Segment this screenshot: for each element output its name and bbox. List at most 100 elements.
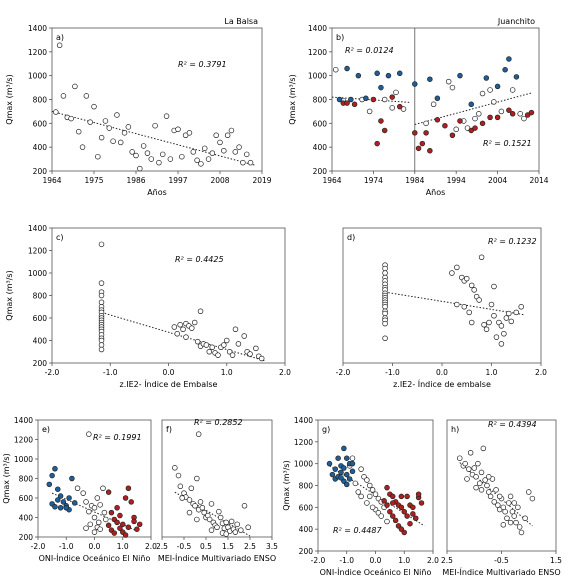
x-tick-label-a: 1986: [126, 176, 145, 185]
data-point-b-s2: [427, 147, 433, 154]
data-point-a-s0: [201, 145, 208, 152]
data-point-h-s0: [516, 524, 523, 530]
data-point-h-s0: [511, 513, 517, 519]
data-point-g-s1: [338, 475, 344, 481]
data-point-b-s2: [370, 96, 377, 103]
panel-label-f: f): [166, 425, 172, 434]
data-point-h-s0: [486, 474, 492, 480]
data-point-h-s0: [482, 477, 488, 483]
panel-title-a: La Balsa: [224, 17, 258, 26]
data-point-a-s0: [217, 139, 223, 146]
data-point-b-s2: [509, 111, 516, 117]
x-tick-label-b: 2014: [529, 176, 548, 185]
data-point-e-s0: [95, 519, 102, 526]
data-point-a-s0: [125, 124, 132, 130]
data-point-b-s2: [412, 130, 418, 136]
data-point-a-s0: [159, 151, 166, 158]
data-point-d-s0: [513, 309, 519, 316]
data-point-h-s0: [476, 480, 483, 487]
data-point-d-s0: [449, 270, 455, 276]
data-point-d-s0: [382, 265, 388, 272]
data-point-c-s0: [98, 292, 105, 299]
data-point-c-s0: [224, 337, 230, 344]
data-point-a-s0: [148, 156, 155, 162]
data-point-g-s2: [398, 504, 405, 511]
data-point-f-s0: [214, 524, 220, 530]
data-point-e-s2: [114, 505, 120, 511]
panel-label-g: g): [322, 425, 330, 434]
y-axis-label-c: Qmax (m³/s): [5, 270, 14, 320]
data-point-f-s0: [238, 527, 244, 533]
data-point-d-s0: [476, 297, 482, 303]
data-point-g-s2: [392, 517, 399, 524]
x-tick-label-d: 2.0: [535, 368, 547, 377]
data-point-b-s0: [366, 108, 373, 115]
data-point-a-s0: [56, 42, 63, 49]
data-point-e-s1: [66, 495, 72, 501]
data-point-a-s0: [140, 143, 147, 149]
data-point-e-s0: [97, 502, 103, 508]
x-tick-label-a: 2008: [210, 176, 229, 185]
x-tick-label-b: 1984: [405, 176, 424, 185]
y-tick-label-e: 600: [19, 494, 34, 503]
data-point-c-s0: [98, 342, 105, 348]
x-axis-label-c: z.IE2- Índice de Embalse: [120, 378, 218, 389]
x-axis-label-g: ONI-Índice Oceánico El Niño: [320, 566, 432, 577]
data-point-a-s0: [156, 159, 162, 166]
data-point-d-s0: [454, 264, 460, 271]
y-tick-label-b: 1000: [308, 72, 327, 81]
data-point-e-s2: [111, 530, 118, 536]
x-tick-label-d: 1.0: [486, 368, 498, 377]
x-tick-label-d: -1.0: [385, 368, 400, 377]
data-point-c-s0: [209, 344, 215, 351]
y-axis-label-a: Qmax (m³/s): [5, 74, 14, 124]
trendline-b-2: [414, 92, 532, 126]
data-point-a-s0: [133, 152, 139, 159]
x-tick-label-f: 2.5: [156, 542, 168, 551]
data-point-b-s2: [457, 118, 463, 124]
x-axis-label-d: z.IE2- Índice de embalse: [393, 378, 491, 389]
data-point-d-s0: [498, 323, 505, 329]
data-point-e-s1: [60, 499, 67, 505]
data-point-g-s2: [381, 498, 387, 504]
data-point-c-s0: [206, 349, 213, 355]
data-point-e-s2: [122, 495, 129, 501]
data-point-b-s2: [442, 122, 448, 129]
data-point-h-s0: [478, 487, 485, 493]
data-point-b-s2: [506, 107, 512, 113]
y-tick-label-a: 1400: [28, 24, 47, 33]
x-tick-label-a: 2019: [252, 176, 271, 185]
data-point-c-s0: [174, 331, 180, 337]
data-point-g-s0: [384, 518, 390, 525]
data-point-g-s2: [404, 513, 410, 519]
data-point-b-s0: [479, 90, 486, 97]
x-tick-label-h: 1.5: [550, 556, 562, 565]
data-point-e-s1: [63, 505, 69, 511]
data-point-b-s0: [472, 115, 478, 122]
y-tick-label-e: 800: [19, 475, 34, 484]
data-point-e-s2: [114, 519, 120, 526]
y-tick-label-b: 1400: [308, 24, 327, 33]
data-point-e-s1: [71, 500, 78, 506]
data-point-e-s1: [52, 504, 58, 510]
data-point-a-s0: [60, 93, 67, 99]
data-point-e-s1: [57, 505, 64, 511]
y-tick-label-b: 400: [313, 143, 328, 152]
r2-label-c: R² = 0.4425: [175, 255, 224, 264]
x-tick-label-c: 0.0: [163, 368, 175, 377]
data-point-c-s0: [98, 241, 105, 248]
data-point-g-s1: [341, 465, 347, 471]
data-point-c-s0: [194, 338, 201, 345]
data-point-d-s0: [382, 304, 388, 310]
data-point-d-s0: [491, 313, 497, 319]
data-point-b-s2: [378, 118, 384, 124]
data-point-h-s0: [467, 450, 474, 456]
data-point-b-s2: [487, 114, 493, 121]
data-point-g-s1: [344, 471, 350, 478]
data-point-a-s0: [53, 109, 59, 115]
data-point-g-s1: [344, 481, 350, 488]
data-point-a-s0: [98, 134, 105, 141]
y-tick-label-c: 1000: [28, 269, 47, 278]
panel-label-h: h): [451, 425, 459, 434]
data-point-c-s0: [171, 324, 178, 330]
